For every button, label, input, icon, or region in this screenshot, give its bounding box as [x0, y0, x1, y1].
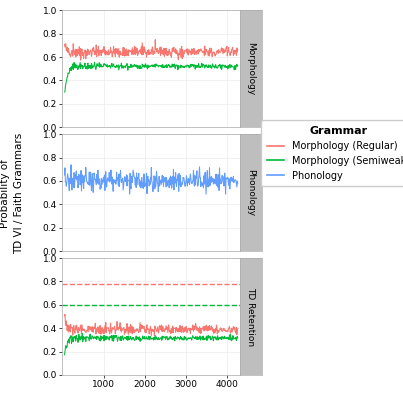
Legend: Morphology (Regular), Morphology (Semiweak), Phonology: Morphology (Regular), Morphology (Semiwe…: [261, 120, 403, 187]
Text: TD Retention: TD Retention: [246, 287, 256, 346]
Text: Morphology: Morphology: [246, 42, 256, 95]
Text: Phonology: Phonology: [246, 169, 256, 216]
Text: Probability of
TD VI / Faith Grammars: Probability of TD VI / Faith Grammars: [0, 133, 24, 254]
